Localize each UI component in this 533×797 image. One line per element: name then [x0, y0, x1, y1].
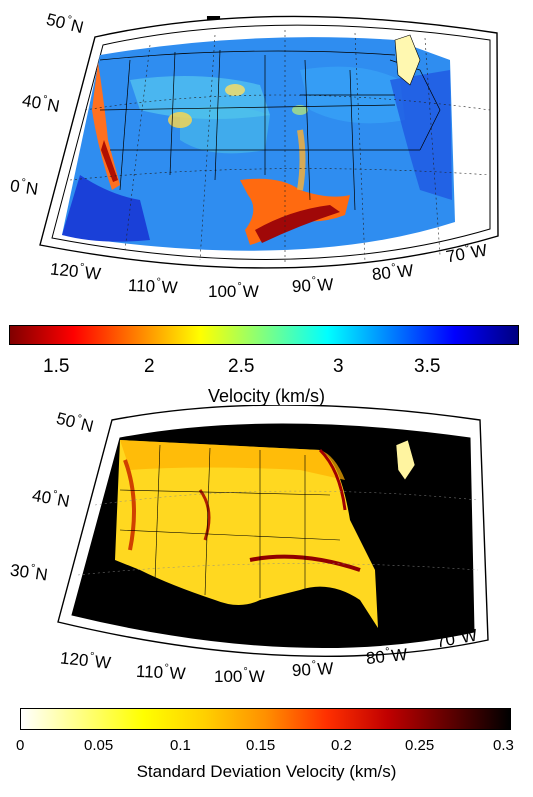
west-coast-anomaly: [92, 62, 120, 190]
velocity-tick-3: 3: [333, 356, 344, 377]
velocity-tick-2.5: 2.5: [228, 356, 255, 377]
lon-label-100-b: 100°W: [214, 666, 265, 686]
std-tick-0: 0: [16, 737, 25, 754]
std-tick-0.2: 0.2: [331, 737, 352, 754]
velocity-tick-2: 2: [144, 356, 155, 377]
std-colorbar: [20, 708, 511, 730]
lon-label-90-b: 90°W: [291, 658, 334, 681]
bottom-map: [57, 405, 489, 657]
maine-region-2: [395, 439, 416, 481]
velocity-caption: Velocity (km/s): [207, 386, 326, 406]
bottom-panel: 50°N 40°N 30°N 120°W 110°W 100°W 90°W 80…: [0, 405, 533, 797]
std-tick-0.25: 0.25: [405, 737, 435, 754]
lon-label-110: 110°W: [127, 275, 179, 298]
top-panel: 5s: [8, 10, 519, 406]
top-map: [39, 15, 499, 269]
lon-label-90: 90°W: [291, 274, 334, 297]
std-field: [115, 440, 378, 628]
maine-region: [394, 34, 421, 86]
velocity-tick-1.5: 1.5: [43, 356, 70, 377]
velocity-tick-3.5: 3.5: [414, 356, 441, 377]
std-tick-0.1: 0.1: [170, 737, 191, 754]
std-tick-0.05: 0.05: [84, 737, 114, 754]
std-caption: Standard Deviation Velocity (km/s): [136, 762, 397, 781]
std-tick-0.3: 0.3: [493, 737, 514, 754]
velocity-colorbar: [9, 325, 519, 345]
lon-label-110-b: 110°W: [135, 661, 187, 684]
std-tick-0.15: 0.15: [246, 737, 276, 754]
lon-label-100: 100°W: [208, 281, 259, 301]
lat-label-0: 0°N: [8, 176, 40, 199]
